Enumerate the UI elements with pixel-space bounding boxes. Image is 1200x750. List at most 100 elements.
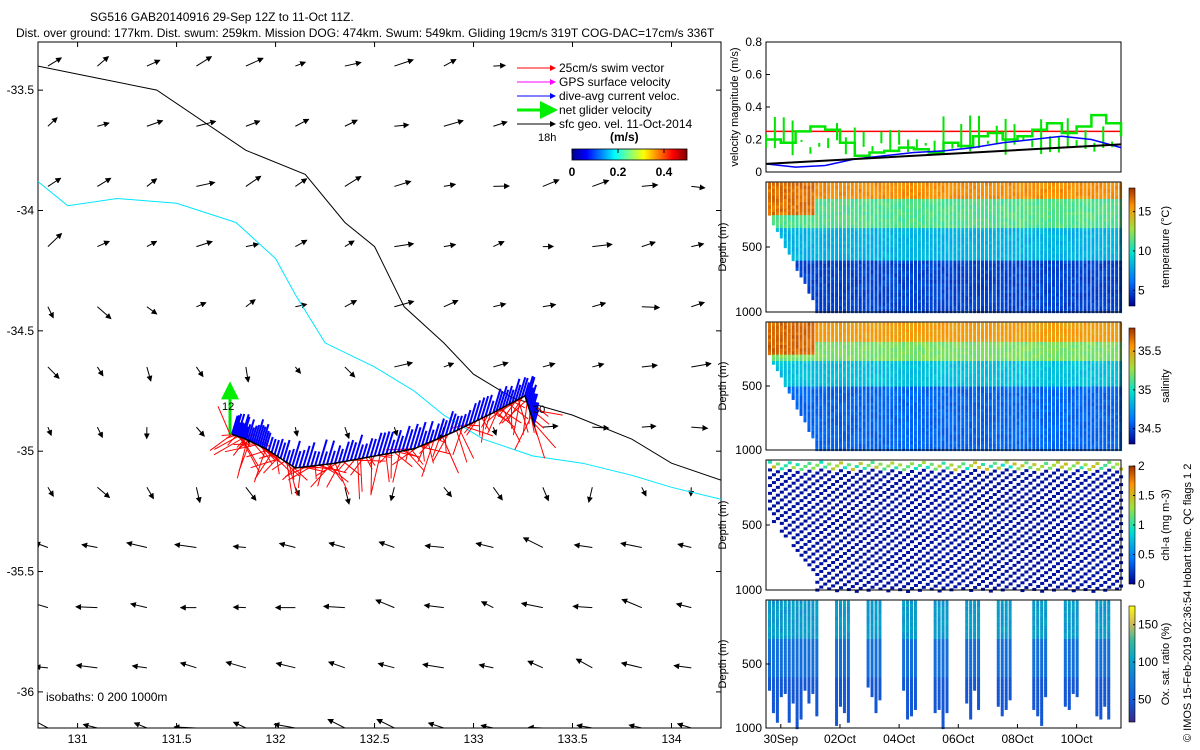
profile-sample <box>1008 273 1012 278</box>
profile-sample <box>1071 218 1075 223</box>
profile-sample <box>835 373 839 378</box>
surface-vector <box>97 177 112 187</box>
profile-sample <box>1004 257 1008 262</box>
profile-sample <box>886 421 890 426</box>
profile-sample <box>1095 182 1099 187</box>
profile-sample <box>929 257 933 262</box>
profile-sample <box>839 361 842 365</box>
surface-vector <box>520 601 543 609</box>
profile-sample <box>854 402 858 407</box>
dive-avg-current <box>235 422 242 437</box>
profile-sample <box>1012 202 1016 206</box>
profile-sample <box>917 189 921 193</box>
profile-sample <box>913 237 917 242</box>
profile-sample <box>854 393 858 397</box>
profile-sample <box>1115 299 1119 304</box>
profile-sample <box>819 195 823 200</box>
profile-sample <box>910 221 913 226</box>
profile-sample <box>925 299 929 304</box>
profile-sample <box>819 289 823 294</box>
profile-sample <box>795 267 799 271</box>
profile-sample <box>1028 306 1032 310</box>
profile-sample <box>965 289 969 294</box>
profile-sample <box>819 357 823 362</box>
profile-sample <box>969 195 973 200</box>
profile-sample <box>862 335 866 340</box>
profile-sample <box>878 428 882 432</box>
profile-sample <box>819 231 823 236</box>
profile-sample <box>783 218 787 223</box>
profile-sample <box>1103 283 1107 288</box>
profile-sample <box>831 185 835 190</box>
profile-sample <box>823 208 827 213</box>
profile-sample <box>882 228 886 232</box>
profile-sample <box>906 211 910 216</box>
profile-sample <box>878 234 882 239</box>
dive-avg-current <box>517 377 527 400</box>
profile-sample <box>811 434 815 439</box>
profile-sample <box>803 322 807 327</box>
profile-sample <box>1059 254 1063 258</box>
profile-sample <box>973 283 977 288</box>
profile-sample <box>850 293 854 297</box>
profile-sample <box>850 205 854 210</box>
profile-sample <box>1115 276 1119 281</box>
profile-sample <box>898 247 902 252</box>
profile-sample <box>894 205 898 210</box>
surface-vector <box>97 486 111 499</box>
profile-sample <box>815 260 819 265</box>
profile-sample <box>768 208 771 213</box>
profile-sample <box>961 260 965 265</box>
profile-sample <box>929 270 933 275</box>
profile-sample <box>937 293 941 297</box>
profile-sample <box>846 182 850 187</box>
profile-sample <box>941 283 945 288</box>
profile-sample <box>1052 237 1055 242</box>
profile-sample <box>831 231 835 236</box>
profile-sample <box>1055 195 1059 200</box>
profile-sample <box>1028 224 1032 229</box>
profile-sample <box>870 218 874 223</box>
profile-sample <box>913 189 917 193</box>
profile-sample <box>870 415 874 420</box>
profile-sample <box>949 250 953 255</box>
profile-sample <box>1067 182 1071 187</box>
profile-sample <box>839 276 842 281</box>
profile-sample <box>823 421 827 426</box>
profile-sample <box>1055 280 1059 284</box>
profile-sample <box>874 405 878 410</box>
profile-sample <box>1052 293 1055 297</box>
profile-sample <box>1012 302 1016 307</box>
profile-sample <box>791 231 795 236</box>
profile-sample <box>902 224 906 229</box>
profile-sample <box>768 189 771 193</box>
profile-sample <box>807 267 811 271</box>
profile-sample <box>1048 309 1052 314</box>
profile-sample <box>795 399 799 404</box>
profile-sample <box>917 273 921 278</box>
profile-sample <box>815 202 819 206</box>
profile-sample <box>811 263 815 268</box>
profile-sample <box>886 263 890 268</box>
profile-sample <box>795 386 799 391</box>
profile-sample <box>1095 192 1099 197</box>
profile-sample <box>874 402 878 407</box>
profile-sample <box>775 329 779 333</box>
profile-sample <box>874 383 878 388</box>
profile-sample <box>795 241 799 245</box>
surface-vector <box>75 662 98 669</box>
surface-vector <box>96 366 104 377</box>
profile-sample <box>910 247 913 252</box>
profile-sample <box>902 299 906 304</box>
profile-sample <box>858 205 862 210</box>
profile-sample <box>1048 244 1052 249</box>
profile-sample <box>839 341 842 346</box>
profile-sample <box>839 345 842 349</box>
profile-sample <box>1071 286 1075 291</box>
profile-sample <box>799 354 803 359</box>
profile-sample <box>819 332 823 336</box>
surface-vector <box>394 299 415 308</box>
profile-sample <box>835 286 839 291</box>
profile-sample <box>937 267 941 271</box>
profile-sample <box>827 421 831 426</box>
